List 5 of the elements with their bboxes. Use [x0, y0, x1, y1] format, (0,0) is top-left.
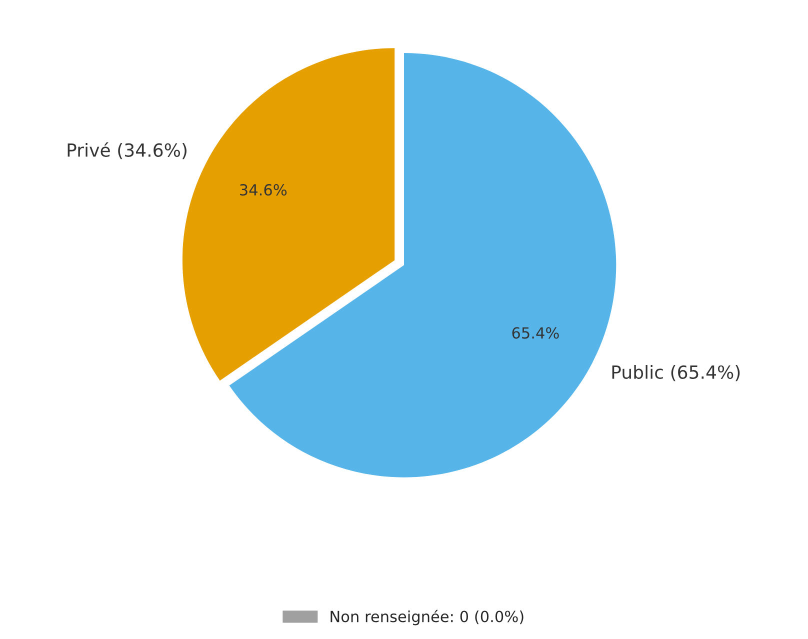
- data-label: 65.4%: [512, 327, 559, 339]
- slice-label: Public (65.4%): [612, 364, 740, 382]
- legend-label: Non renseignée: 0 (0.0%): [330, 610, 524, 626]
- slice-label: Privé (34.6%): [68, 142, 186, 160]
- data-label: 34.6%: [240, 184, 287, 196]
